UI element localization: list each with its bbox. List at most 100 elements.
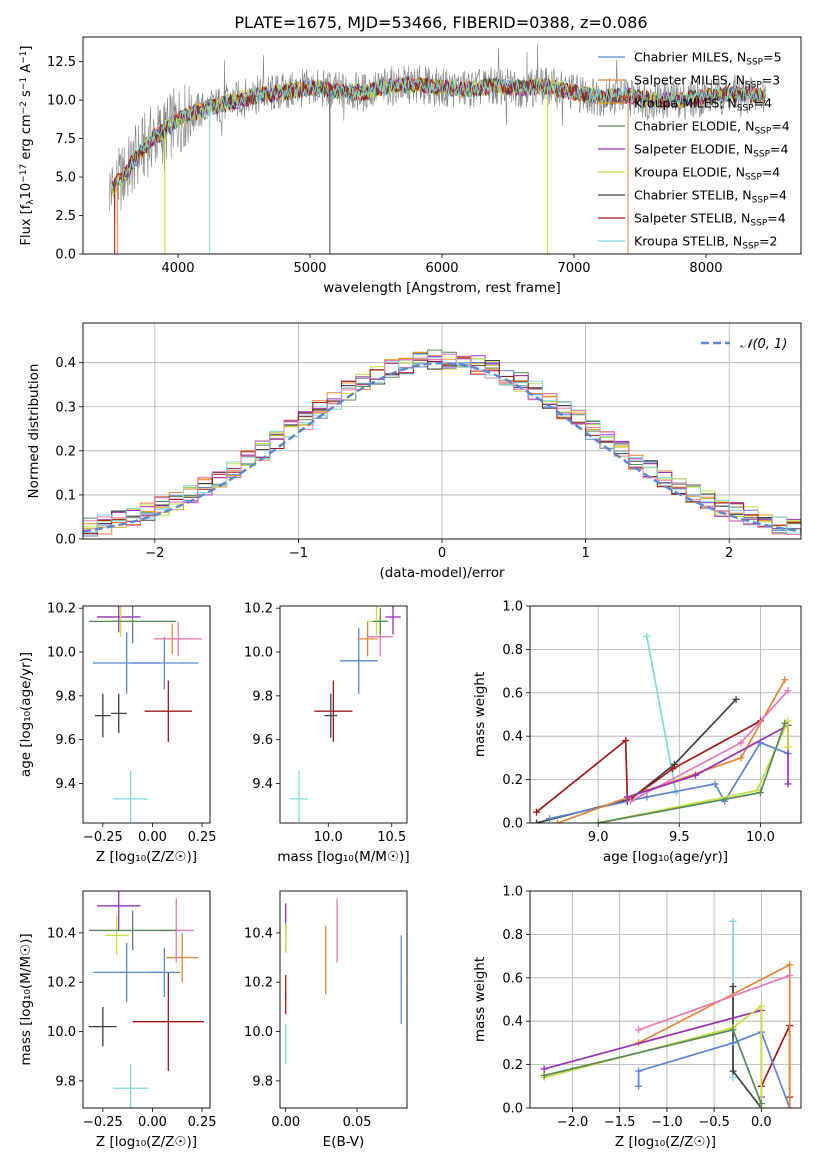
x-tick-label: 0.05 bbox=[343, 1115, 372, 1130]
legend-label: Chabrier MILES, N bbox=[634, 50, 746, 65]
weight-marker bbox=[786, 961, 794, 969]
error-bar bbox=[130, 636, 199, 690]
error-bar bbox=[385, 606, 401, 635]
legend-label: Salpeter STELIB, N bbox=[634, 211, 750, 226]
y-tick-label: 1.0 bbox=[502, 600, 523, 615]
axes-frame bbox=[82, 890, 211, 1109]
y-axis-label: mass weight bbox=[472, 957, 488, 1042]
x-axis-label: Z [log₁₀(Z/Z☉)] bbox=[96, 849, 197, 865]
error-bar bbox=[324, 925, 327, 995]
error-bar bbox=[148, 947, 181, 998]
y-axis-label-part: A bbox=[19, 64, 34, 77]
legend-sub: SSP bbox=[750, 218, 767, 228]
weight-marker bbox=[732, 695, 740, 703]
y-tick-label: 9.6 bbox=[55, 733, 76, 748]
y-tick-label: 9.8 bbox=[55, 1074, 76, 1089]
x-tick-label: 0 bbox=[438, 546, 446, 561]
mass-vs-metallicity-plot: −0.25 0.00 0.25 9.8 10.0 10.2 10.4 Z [log₁₀(Z/Z… bbox=[18, 890, 217, 1150]
weight-line bbox=[760, 1025, 791, 1098]
x-tick-label: 4000 bbox=[161, 261, 194, 276]
error-bar bbox=[112, 1063, 149, 1108]
error-bar bbox=[88, 1006, 117, 1047]
error-bar bbox=[284, 923, 287, 953]
weight-marker bbox=[545, 815, 553, 823]
error-bar bbox=[336, 898, 338, 963]
x-tick-label: −0.25 bbox=[83, 830, 123, 845]
error-bar bbox=[284, 1024, 287, 1064]
weight-marker bbox=[729, 1026, 737, 1034]
y-axis-label-part: s bbox=[19, 90, 34, 101]
error-bar bbox=[94, 693, 111, 738]
legend-sub: SSP bbox=[745, 172, 762, 182]
y-tick-label: 10.0 bbox=[244, 1025, 273, 1040]
weight-marker bbox=[737, 739, 745, 747]
weight-marker bbox=[786, 972, 794, 980]
plot-area bbox=[530, 606, 801, 823]
y-tick-label: 0.2 bbox=[502, 773, 523, 788]
error-bar bbox=[112, 770, 149, 823]
y-tick-label: 10.0 bbox=[244, 646, 273, 661]
y-tick-label: 0.3 bbox=[55, 400, 76, 415]
weight-marker bbox=[627, 797, 635, 805]
x-tick-label: −0.5 bbox=[698, 1115, 730, 1130]
y-axis-label-part: λ bbox=[26, 199, 36, 205]
weight-marker bbox=[635, 1082, 643, 1090]
error-bar bbox=[144, 680, 193, 742]
weight-series bbox=[532, 717, 764, 816]
y-axis-label: mass [log₁₀(M/M☉)] bbox=[18, 933, 34, 1065]
y-tick-label: 0.4 bbox=[55, 356, 76, 371]
y-tick-label: 0.0 bbox=[55, 533, 76, 548]
legend-entry: Kroupa ELODIE, NSSP=4 bbox=[634, 165, 780, 183]
axes-frame bbox=[82, 36, 802, 255]
weight-vs-age-plot: 9.0 9.5 10.0 0.0 0.2 0.4 0.6 0.8 1.0 age [log₁₀(a… bbox=[472, 600, 802, 865]
weight-marker bbox=[781, 719, 789, 727]
error-bar bbox=[154, 621, 203, 657]
x-tick-label: 8000 bbox=[689, 261, 722, 276]
weight-series bbox=[594, 717, 792, 823]
weight-marker bbox=[729, 1067, 737, 1075]
error-bar bbox=[324, 693, 338, 738]
x-axis-label: wavelength [Angstrom, rest frame] bbox=[323, 280, 561, 296]
x-tick-label: 1 bbox=[581, 546, 589, 561]
figure-title: PLATE=1675, MJD=53466, FIBERID=0388, z=0… bbox=[234, 13, 647, 32]
x-tick-label: 0.00 bbox=[138, 1115, 167, 1130]
x-tick-label: 0.25 bbox=[188, 1115, 217, 1130]
y-tick-label: 7.5 bbox=[55, 132, 76, 147]
axes-frame bbox=[82, 605, 211, 824]
axes-frame bbox=[279, 890, 408, 1109]
weight-marker bbox=[594, 819, 602, 823]
y-axis-label: Normed distribution bbox=[26, 364, 42, 499]
y-tick-label: 10.2 bbox=[244, 976, 273, 991]
x-tick-label: 5000 bbox=[293, 261, 326, 276]
x-tick-label: 10.0 bbox=[314, 830, 343, 845]
weight-marker bbox=[729, 917, 737, 925]
y-axis-label-part: −1 bbox=[19, 51, 29, 64]
x-axis-label: (data-model)/error bbox=[379, 565, 505, 581]
y-tick-label: 0.2 bbox=[55, 444, 76, 459]
weight-marker bbox=[554, 819, 562, 823]
weight-vs-metallicity-plot: −2.0 −1.5 −1.0 −0.5 0.0 0.0 0.2 0.4 0.6 0.8 1.0 Z [… bbox=[472, 885, 802, 1150]
y-tick-label: 10.0 bbox=[47, 1025, 76, 1040]
x-tick-label: −2 bbox=[145, 546, 164, 561]
weight-marker bbox=[623, 793, 631, 801]
legend-label: Chabrier STELIB, N bbox=[634, 188, 752, 203]
x-tick-label: 0.00 bbox=[271, 1115, 300, 1130]
weight-series bbox=[594, 719, 789, 823]
normal-curve bbox=[83, 361, 801, 533]
weight-marker bbox=[729, 1039, 737, 1047]
x-tick-label: −1.5 bbox=[604, 1115, 636, 1130]
legend-tail: =5 bbox=[763, 50, 781, 65]
y-axis-label-part: −17 bbox=[19, 164, 29, 183]
weight-marker bbox=[781, 676, 789, 684]
weight-series bbox=[643, 632, 680, 797]
plot-area bbox=[88, 606, 203, 823]
weight-line bbox=[557, 679, 786, 823]
y-axis-label-part: ] bbox=[19, 46, 34, 51]
y-tick-label: 10.0 bbox=[47, 646, 76, 661]
y-tick-label: 10.0 bbox=[47, 94, 76, 109]
legend-entry: Salpeter MILES, NSSP=3 bbox=[634, 73, 780, 91]
x-tick-label: −2.0 bbox=[557, 1115, 589, 1130]
error-bar bbox=[400, 935, 403, 1025]
y-axis-label: age [log₁₀(age/yr)] bbox=[18, 652, 34, 777]
y-tick-label: 10.2 bbox=[47, 602, 76, 617]
